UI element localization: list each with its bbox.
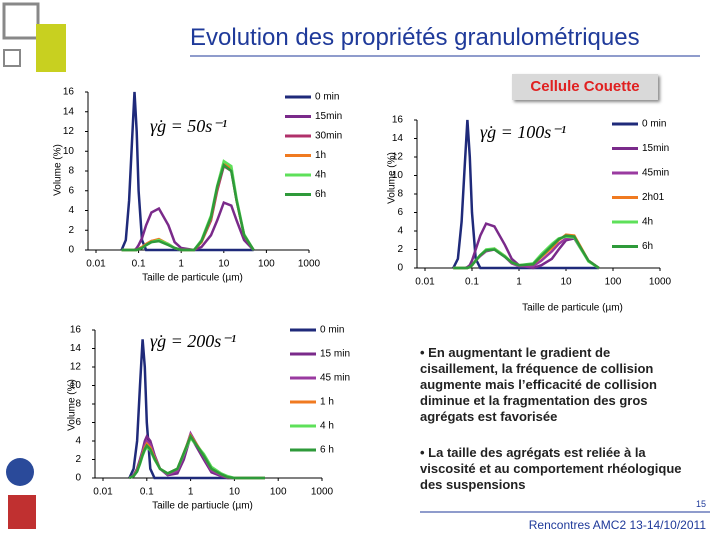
y-axis-label: Volume (%) <box>67 379 78 431</box>
x-tick-label: 10 <box>229 487 241 498</box>
y-tick-label: 14 <box>63 106 75 117</box>
annotation: γ̇g = 200s⁻¹ <box>150 331 236 351</box>
legend-label: 4 h <box>320 421 334 432</box>
y-tick-label: 8 <box>68 166 74 177</box>
legend-label: 30min <box>315 131 342 142</box>
y-tick-label: 14 <box>392 133 404 144</box>
series-line <box>128 433 265 480</box>
y-tick-label: 16 <box>63 87 75 98</box>
x-axis-label: Taille de particule (µm) <box>522 303 623 314</box>
y-tick-label: 2 <box>397 244 403 255</box>
series-line <box>452 119 599 270</box>
cnrs-logo <box>6 458 34 486</box>
y-axis-label: Volume (%) <box>53 144 64 196</box>
x-tick-label: 1000 <box>298 259 321 270</box>
x-tick-label: 0.1 <box>465 277 479 288</box>
x-tick-label: 100 <box>258 259 275 270</box>
y-tick-label: 8 <box>397 189 403 200</box>
y-tick-label: 6 <box>75 417 81 428</box>
x-tick-label: 10 <box>218 259 230 270</box>
legend-label: 6h <box>642 241 653 252</box>
y-tick-label: 6 <box>397 207 403 218</box>
y-tick-label: 16 <box>392 115 404 126</box>
x-axis-label: Taille de partiucle (µm) <box>152 501 253 512</box>
legend-label: 2h01 <box>642 192 665 203</box>
legend-label: 45min <box>642 168 669 179</box>
y-tick-label: 4 <box>75 436 81 447</box>
y-tick-label: 0 <box>75 473 81 484</box>
x-tick-label: 1 <box>188 487 194 498</box>
y-tick-label: 6 <box>68 185 74 196</box>
y-tick-label: 12 <box>392 152 404 163</box>
x-tick-label: 0.01 <box>86 259 106 270</box>
x-tick-label: 100 <box>270 487 287 498</box>
annotation: γ̇g = 50s⁻¹ <box>150 116 227 136</box>
legend-label: 0 min <box>315 92 339 103</box>
annotation: γ̇g = 100s⁻¹ <box>480 122 566 142</box>
legend-label: 0 min <box>320 325 344 336</box>
y-tick-label: 12 <box>63 126 75 137</box>
univ-logo <box>8 495 36 529</box>
y-tick-label: 0 <box>68 245 74 256</box>
x-tick-label: 1 <box>516 277 522 288</box>
y-tick-label: 4 <box>397 226 403 237</box>
x-axis-label: Taille de particule (µm) <box>142 273 243 284</box>
x-tick-label: 1000 <box>649 277 672 288</box>
x-tick-label: 0.1 <box>132 259 146 270</box>
x-tick-label: 0.01 <box>93 487 113 498</box>
logo-frame <box>2 2 40 40</box>
series-line <box>121 162 255 252</box>
lab-logo <box>36 24 66 72</box>
bullet: • La taille des agrégats est reliée à la… <box>420 445 682 492</box>
bullet: • En augmentant le gradient de cisaillem… <box>420 345 657 424</box>
logo-frame <box>3 49 21 67</box>
legend-label: 6h <box>315 189 326 200</box>
series-line <box>120 91 254 252</box>
y-tick-label: 12 <box>70 362 82 373</box>
legend-label: 0 min <box>642 119 666 130</box>
y-tick-label: 2 <box>75 454 81 465</box>
x-tick-label: 10 <box>560 277 572 288</box>
y-tick-label: 10 <box>392 170 404 181</box>
page-number: 15 <box>695 499 706 509</box>
slide-title: Evolution des propriétés granulométrique… <box>190 24 640 51</box>
y-tick-label: 4 <box>68 205 74 216</box>
legend-label: 4h <box>642 217 653 228</box>
legend-label: 45 min <box>320 373 350 384</box>
y-tick-label: 10 <box>63 146 75 157</box>
legend-label: 1h <box>315 150 326 161</box>
x-tick-label: 1 <box>178 259 184 270</box>
legend-label: 15 min <box>320 349 350 360</box>
y-tick-label: 8 <box>75 399 81 410</box>
footer-text: Rencontres AMC2 13-14/10/2011 <box>528 518 706 532</box>
x-tick-label: 1000 <box>311 487 334 498</box>
y-tick-label: 2 <box>68 225 74 236</box>
legend-label: 6 h <box>320 445 334 456</box>
series-line <box>453 234 600 270</box>
subtitle: Cellule Couette <box>512 74 658 100</box>
y-tick-label: 10 <box>70 380 82 391</box>
series-line <box>128 339 265 480</box>
y-tick-label: 16 <box>70 325 82 336</box>
legend-label: 1 h <box>320 397 334 408</box>
y-axis-label: Volume (%) <box>387 152 398 204</box>
y-tick-label: 0 <box>397 263 403 274</box>
x-tick-label: 100 <box>605 277 622 288</box>
legend-label: 4h <box>315 170 326 181</box>
x-tick-label: 0.1 <box>140 487 154 498</box>
y-tick-label: 14 <box>70 343 82 354</box>
legend-label: 15min <box>642 143 669 154</box>
x-tick-label: 0.01 <box>415 277 435 288</box>
legend-label: 15min <box>315 111 342 122</box>
